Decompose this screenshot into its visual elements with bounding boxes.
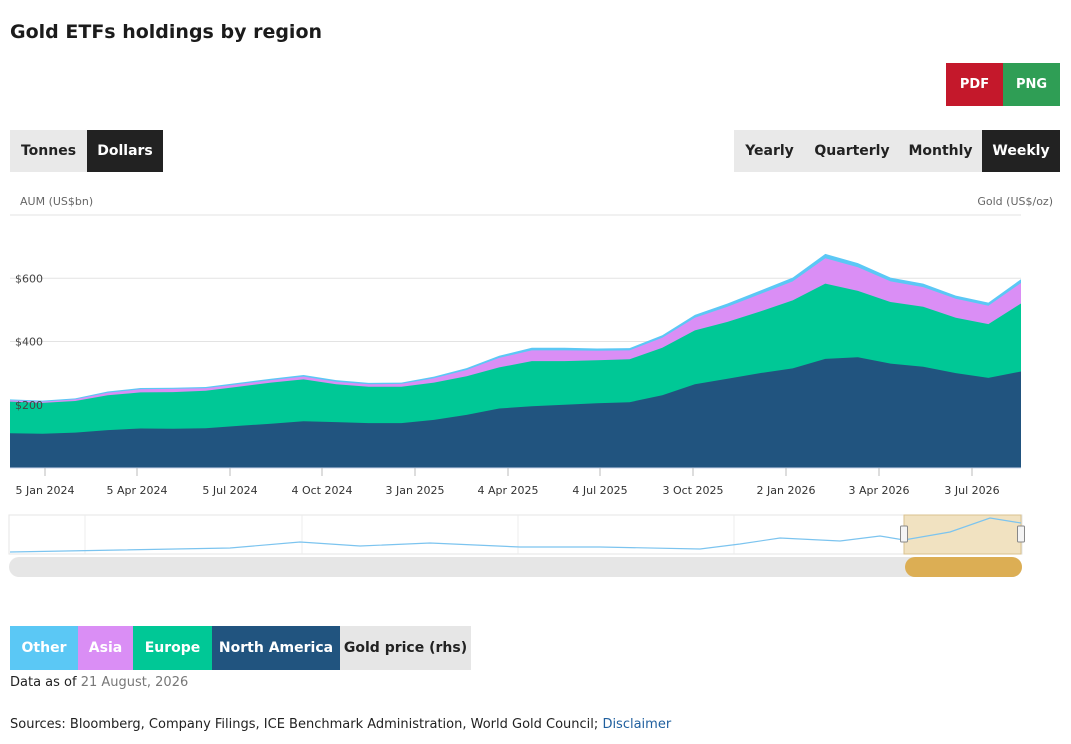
x-tick-label: 3 Jan 2025 <box>386 484 445 497</box>
navigator-handle[interactable] <box>1017 525 1025 543</box>
x-tick-label: 3 Oct 2025 <box>662 484 723 497</box>
unit-option-dollars[interactable]: Dollars <box>87 130 163 172</box>
x-tick-label: 3 Apr 2026 <box>848 484 909 497</box>
scrollbar-thumb[interactable] <box>905 557 1022 577</box>
disclaimer-link[interactable]: Disclaimer <box>602 717 672 732</box>
data-as-of-date: 21 August, 2026 <box>80 675 189 690</box>
legend-item-asia[interactable]: Asia <box>78 626 133 670</box>
x-tick-label: 3 Jul 2026 <box>944 484 999 497</box>
y2-axis-title: Gold (US$/oz) <box>977 195 1053 208</box>
y-tick-label: $200 <box>15 399 43 412</box>
navigator-frame <box>8 514 1023 555</box>
x-tick-label: 5 Apr 2024 <box>106 484 167 497</box>
navigator-handle[interactable] <box>900 525 908 543</box>
period-toggle: Yearly Quarterly Monthly Weekly <box>734 130 1060 172</box>
data-as-of: Data as of 21 August, 2026 <box>10 675 188 690</box>
chart: $200 $400 $600 5 Jan 2024 5 Apr 2024 5 Jul 2… <box>8 214 1025 577</box>
page-title: Gold ETFs holdings by region <box>10 21 323 43</box>
navigator-selection[interactable] <box>903 514 1022 555</box>
legend-item-gold-price[interactable]: Gold price (rhs) <box>340 626 471 670</box>
x-tick-label: 5 Jul 2024 <box>202 484 257 497</box>
period-option-yearly[interactable]: Yearly <box>745 143 794 159</box>
y-axis-ticks: $200 $400 $600 <box>15 272 43 412</box>
scrollbar-track[interactable] <box>9 557 1022 577</box>
period-option-weekly[interactable]: Weekly <box>982 130 1060 172</box>
sources-text: Sources: Bloomberg, Company Filings, ICE… <box>10 717 599 732</box>
period-option-monthly[interactable]: Monthly <box>908 143 973 159</box>
x-tick-label: 4 Jul 2025 <box>572 484 627 497</box>
range-navigator[interactable] <box>8 514 1025 555</box>
legend-item-north-america[interactable]: North America <box>212 626 340 670</box>
x-axis-ticks: 5 Jan 2024 5 Apr 2024 5 Jul 2024 4 Oct 2024… <box>10 467 1021 497</box>
period-option-quarterly[interactable]: Quarterly <box>814 143 890 159</box>
png-export-button[interactable]: PNG <box>1003 63 1060 106</box>
stacked-areas <box>10 253 1021 468</box>
y-tick-label: $600 <box>15 272 43 285</box>
legend-item-europe[interactable]: Europe <box>133 626 212 670</box>
navigator-series-line <box>9 517 1022 553</box>
x-tick-label: 4 Oct 2024 <box>291 484 352 497</box>
unit-option-tonnes[interactable]: Tonnes <box>20 143 77 159</box>
range-scrollbar[interactable] <box>9 557 1022 577</box>
legend-item-other[interactable]: Other <box>10 626 78 670</box>
sources-note: Sources: Bloomberg, Company Filings, ICE… <box>10 717 671 732</box>
y-axis-title: AUM (US$bn) <box>20 195 94 208</box>
x-tick-label: 5 Jan 2024 <box>16 484 75 497</box>
legend: Other Asia Europe North America Gold pri… <box>10 626 471 670</box>
x-tick-label: 2 Jan 2026 <box>757 484 816 497</box>
area-series-north-america[interactable] <box>10 357 1021 468</box>
y-tick-label: $400 <box>15 336 43 349</box>
data-as-of-label: Data as of <box>10 675 77 690</box>
x-tick-label: 4 Apr 2025 <box>477 484 538 497</box>
pdf-export-button[interactable]: PDF <box>946 63 1003 106</box>
unit-toggle: Tonnes Dollars <box>10 130 163 172</box>
